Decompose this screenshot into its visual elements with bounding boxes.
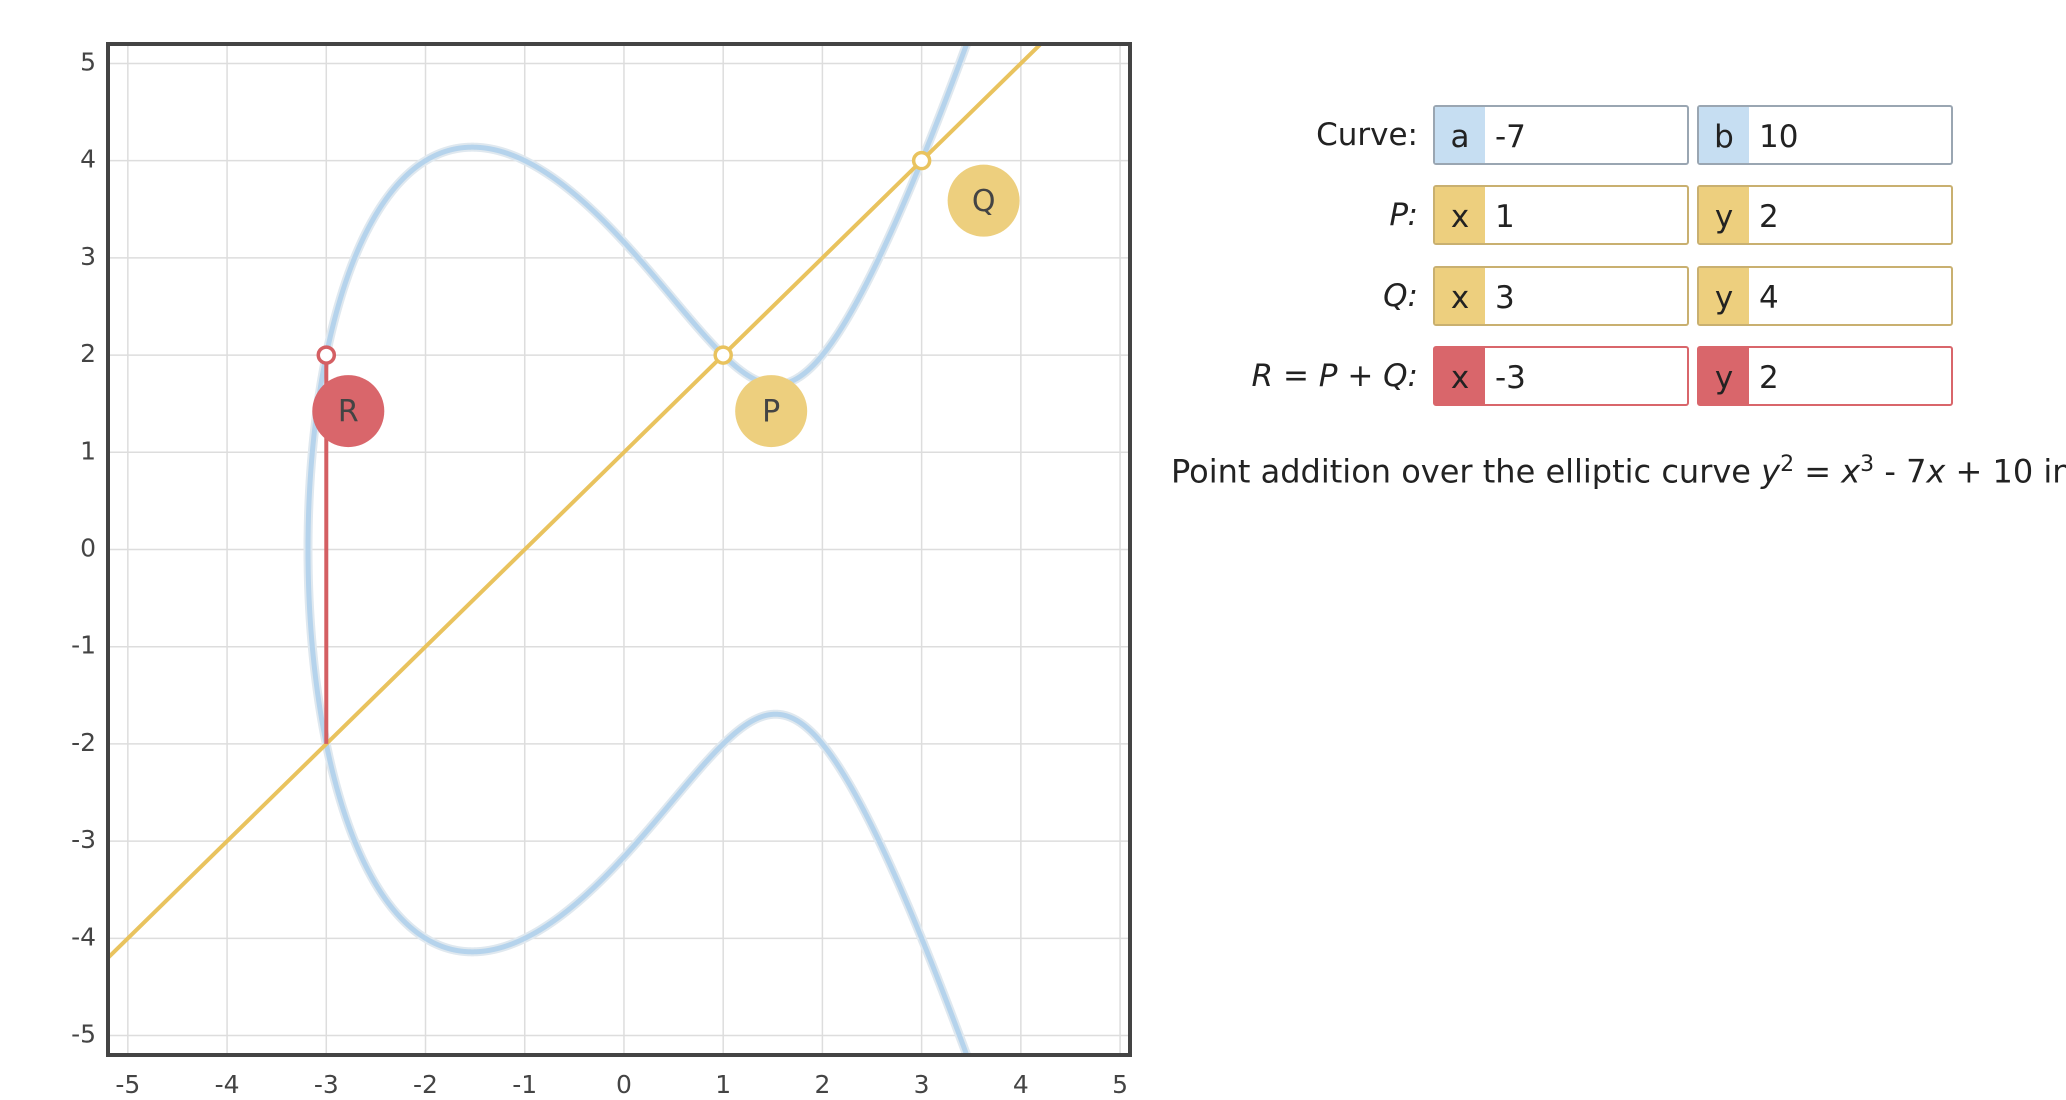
point-handle[interactable]: Q: [947, 164, 1020, 237]
field-label: x: [1435, 187, 1485, 243]
x-tick-label: -4: [215, 1070, 240, 1099]
x-tick-label: -5: [115, 1070, 140, 1099]
field-label: a: [1435, 107, 1485, 163]
x-tick-label: 5: [1112, 1070, 1128, 1099]
point: [911, 150, 932, 171]
y-tick-label: -3: [71, 825, 96, 854]
x-tick-label: -3: [314, 1070, 339, 1099]
caption-var: y: [1761, 452, 1781, 491]
x-tick-label: 4: [1013, 1070, 1029, 1099]
field-value[interactable]: -3: [1495, 360, 1526, 396]
y-tick-label: 4: [80, 145, 96, 174]
input-field[interactable]: b 10: [1697, 105, 1953, 165]
field-value[interactable]: 1: [1495, 199, 1515, 235]
point-handle[interactable]: R: [312, 375, 385, 448]
y-tick-label: -1: [71, 631, 96, 660]
row-label: Q:: [1383, 278, 1418, 314]
caption-text: =: [1804, 452, 1832, 491]
x-tick-label: 1: [715, 1070, 731, 1099]
field-label: y: [1699, 268, 1749, 324]
y-tick-label: 2: [80, 339, 96, 368]
caption-text: + 10 in: [1955, 452, 2066, 491]
field-label: y: [1699, 348, 1749, 404]
y-tick-label: 1: [80, 436, 96, 465]
plot: -5 -4 -3 -2 -1 0 1 2 3 4 5 -5 -4 -3 -2 -1 0 1 2 3 4 5 P Q R: [71, 42, 1132, 1099]
y-tick-label: 5: [80, 47, 96, 76]
field-value[interactable]: 2: [1759, 360, 1779, 396]
x-tick-label: -2: [413, 1070, 438, 1099]
y-tick-label: -5: [71, 1020, 96, 1049]
secant-line: [108, 44, 1044, 960]
caption-text: Point addition over the elliptic curve: [1171, 452, 1751, 491]
field-value[interactable]: -7: [1495, 119, 1526, 155]
row-label: P:: [1389, 197, 1418, 233]
x-tick-label: 2: [814, 1070, 830, 1099]
point-label: R: [338, 395, 359, 430]
y-tick-label: -2: [71, 728, 96, 757]
x-tick-label: 3: [914, 1070, 930, 1099]
point-label: Q: [972, 184, 996, 219]
point-label: P: [762, 395, 780, 430]
input-field[interactable]: a -7: [1433, 105, 1689, 165]
point-handle-circle: [735, 375, 808, 448]
x-tick-label: 0: [616, 1070, 632, 1099]
row-label: Curve:: [1316, 117, 1418, 153]
x-tick-label: -1: [512, 1070, 537, 1099]
field-value[interactable]: 2: [1759, 199, 1779, 235]
point: [316, 345, 337, 365]
field-label: x: [1435, 348, 1485, 404]
input-field[interactable]: x -3: [1433, 346, 1689, 406]
row-label: R = P + Q:: [1251, 358, 1418, 394]
field-value[interactable]: 3: [1495, 280, 1515, 316]
point-handle-circle: [947, 164, 1020, 237]
y-tick-label: 3: [80, 242, 96, 271]
caption-exp: 2: [1780, 452, 1795, 477]
y-tick-label: 0: [80, 534, 96, 563]
field-label: x: [1435, 268, 1485, 324]
caption-var: x: [1841, 452, 1861, 491]
caption-var: x: [1926, 452, 1946, 491]
field-value[interactable]: 4: [1759, 280, 1779, 316]
point-handle-circle: [312, 375, 385, 448]
caption-text: - 7: [1884, 452, 1927, 491]
field-label: b: [1699, 107, 1749, 163]
point: [713, 345, 733, 365]
caption: Point addition over the elliptic curve y…: [1171, 452, 2066, 491]
field-value[interactable]: 10: [1759, 119, 1799, 155]
field-label: y: [1699, 187, 1749, 243]
caption-exp: 3: [1860, 452, 1875, 477]
point-handle[interactable]: P: [735, 375, 808, 448]
y-tick-label: -4: [71, 922, 96, 951]
plot-frame: [106, 42, 1132, 1057]
